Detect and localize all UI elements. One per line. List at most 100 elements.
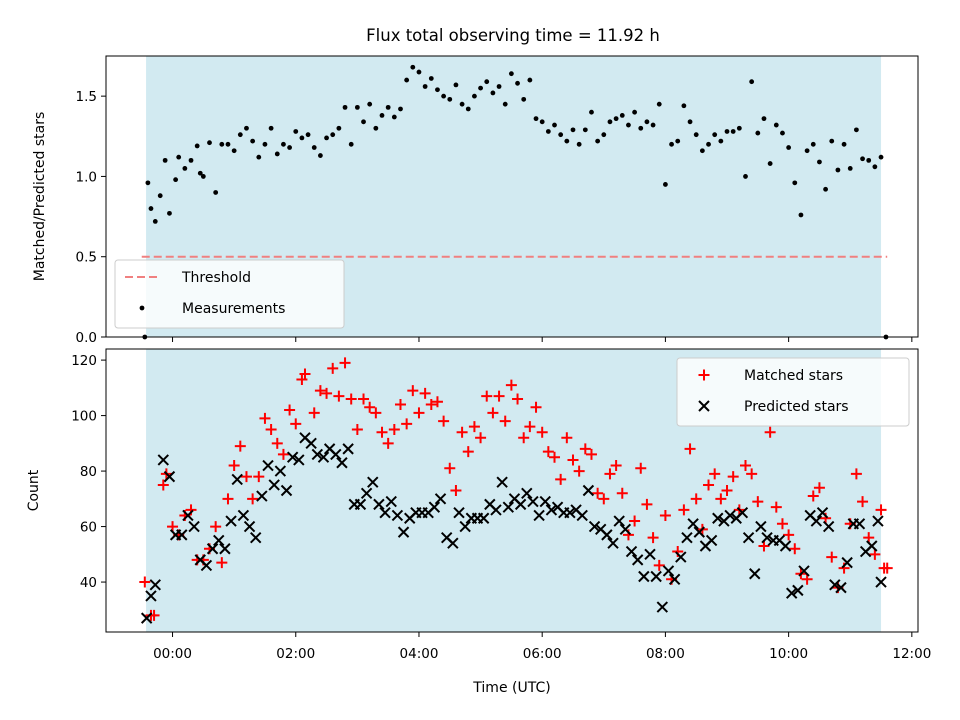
predicted-star-marker xyxy=(305,437,317,450)
predicted-star-marker xyxy=(311,448,324,461)
legend-label: Matched stars xyxy=(744,368,843,384)
matched-star-marker xyxy=(863,532,875,544)
predicted-star-marker xyxy=(564,506,576,519)
predicted-star-marker xyxy=(231,473,243,486)
matched-star-marker xyxy=(314,385,326,397)
measurement-point xyxy=(736,125,742,131)
matched-star-marker xyxy=(290,418,302,430)
predicted-star-marker xyxy=(379,506,391,519)
matched-star-marker xyxy=(462,446,474,458)
measurement-point xyxy=(570,127,576,133)
matched-star-marker xyxy=(228,460,240,472)
measurement-point xyxy=(582,127,588,133)
measurement-point xyxy=(767,161,773,166)
matched-star-marker xyxy=(555,473,567,485)
measurement-point xyxy=(379,113,385,118)
measurement-point xyxy=(305,132,311,138)
matched-star-marker xyxy=(752,496,764,508)
x-tick-label: 04:00 xyxy=(400,646,439,662)
measurement-point xyxy=(508,71,514,77)
y-tick-label: 80 xyxy=(80,464,97,480)
matched-star-marker xyxy=(746,468,758,480)
matched-star-marker xyxy=(157,479,169,491)
measurement-point xyxy=(410,64,416,70)
measurement-point xyxy=(435,87,440,93)
matched-star-marker xyxy=(450,485,462,496)
measurement-point xyxy=(743,174,748,179)
matched-star-marker xyxy=(561,432,573,444)
predicted-star-marker xyxy=(262,459,274,472)
measurement-point xyxy=(804,148,810,154)
measurement-point xyxy=(416,69,422,75)
measurement-point xyxy=(699,148,705,154)
legend: Matched stars Predicted stars xyxy=(676,357,910,427)
measurement-point xyxy=(878,154,884,160)
predicted-star-marker xyxy=(293,454,305,466)
measurement-point xyxy=(502,101,508,107)
matched-star-marker xyxy=(493,390,505,402)
matched-star-marker xyxy=(481,390,493,402)
measurement-point xyxy=(675,138,681,144)
predicted-star-marker xyxy=(822,520,835,533)
predicted-star-marker xyxy=(742,531,755,544)
matched-star-marker xyxy=(783,529,795,541)
matched-star-marker xyxy=(770,501,782,513)
measurement-point xyxy=(167,210,172,216)
predicted-stars-series xyxy=(140,432,887,624)
measurement-point xyxy=(841,141,847,147)
matched-star-marker xyxy=(247,493,259,505)
measurement-point xyxy=(607,119,613,125)
predicted-star-marker xyxy=(342,443,354,455)
axes-frame xyxy=(105,55,919,338)
x-axis-label: Time (UTC) xyxy=(472,680,550,696)
matched-star-marker xyxy=(709,468,721,480)
measurement-point xyxy=(780,130,785,136)
measurement-point xyxy=(545,129,551,134)
measurement-point xyxy=(521,96,527,102)
measurement-point xyxy=(354,104,360,110)
y-axis-label: Matched/Predicted stars xyxy=(32,112,48,282)
measurement-point xyxy=(496,84,502,89)
matched-star-marker xyxy=(813,482,825,494)
predicted-star-marker xyxy=(354,498,367,511)
predicted-star-marker xyxy=(712,512,724,524)
x-tick-label: 10:00 xyxy=(769,646,808,662)
predicted-star-marker xyxy=(225,515,237,527)
matched-star-marker xyxy=(333,390,345,402)
measurement-point xyxy=(367,101,373,107)
measurement-point xyxy=(330,132,336,138)
predicted-star-marker xyxy=(761,531,773,544)
matched-star-marker xyxy=(499,415,511,427)
matched-star-marker xyxy=(327,362,339,374)
predicted-star-marker xyxy=(182,509,194,522)
measurement-point xyxy=(755,130,761,136)
matched-star-marker xyxy=(487,407,499,419)
measurement-point xyxy=(162,157,168,163)
predicted-star-marker xyxy=(829,579,841,591)
matched-star-marker xyxy=(438,415,450,427)
matched-star-marker xyxy=(579,443,591,455)
matched-star-marker xyxy=(518,432,530,444)
matched-star-marker xyxy=(801,573,813,585)
measurement-point xyxy=(385,104,391,110)
matched-star-marker xyxy=(277,448,289,460)
matched-star-marker xyxy=(690,493,702,505)
predicted-star-marker xyxy=(792,584,804,597)
predicted-star-marker xyxy=(336,457,348,469)
predicted-star-marker xyxy=(243,520,256,533)
measurement-point xyxy=(225,141,231,147)
matched-star-marker xyxy=(216,557,228,569)
predicted-star-marker xyxy=(693,526,705,538)
measurement-point xyxy=(872,164,878,170)
measurement-point xyxy=(490,90,496,96)
measurement-point xyxy=(299,135,305,141)
measurement-point xyxy=(558,132,564,138)
matched-star-marker xyxy=(549,451,561,463)
count-panel: 40 60 80 100 120 00:00 02:00 04:00 06:00 08:00 10… xyxy=(26,348,931,662)
legend-label: Threshold xyxy=(181,270,251,286)
matched-star-marker xyxy=(684,443,696,455)
predicted-star-marker xyxy=(644,548,656,561)
measurement-point xyxy=(250,138,256,144)
measurement-point xyxy=(398,106,403,112)
measurement-point xyxy=(638,125,644,131)
